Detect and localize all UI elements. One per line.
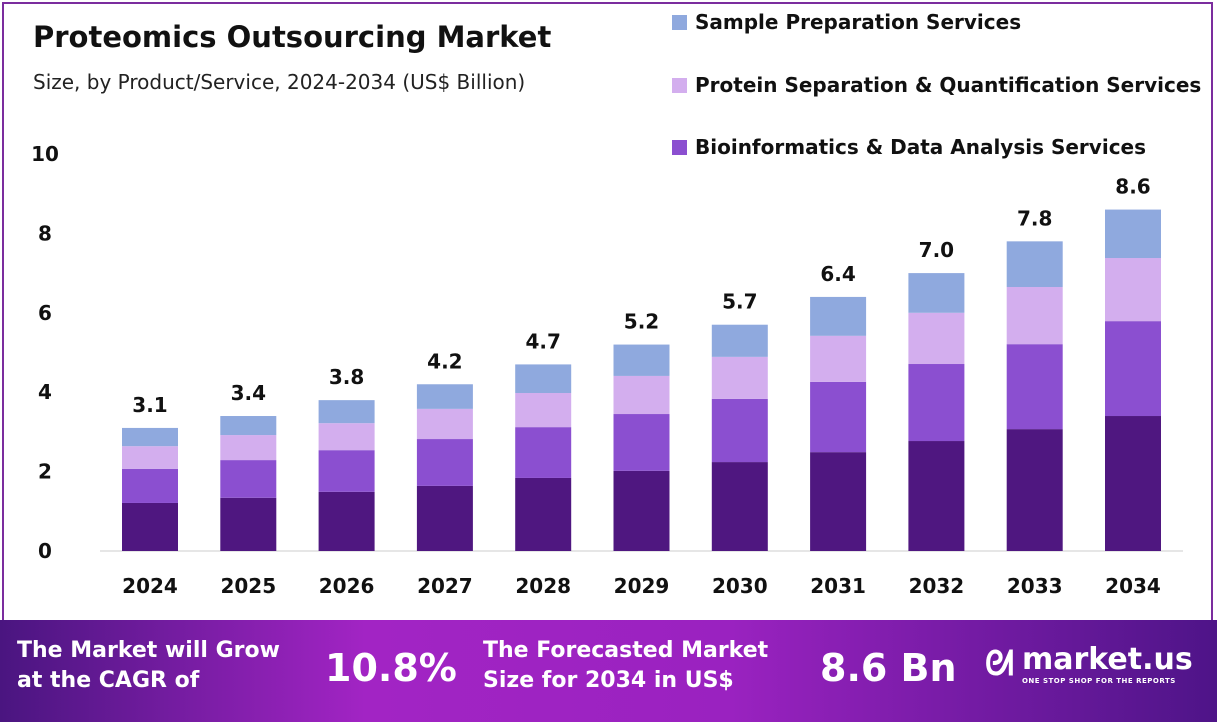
- bar-segment-2: [122, 446, 178, 469]
- logo-icon: ᘛ: [985, 643, 1014, 684]
- bar-segment-3: [711, 324, 768, 357]
- bar-segment-3: [1105, 209, 1161, 259]
- legend-item-sample-preparation: Sample Preparation Services: [672, 10, 1021, 34]
- legend-label: Bioinformatics & Data Analysis Services: [695, 135, 1147, 159]
- x-tick-label: 2034: [1105, 574, 1161, 598]
- bar-segment-3: [220, 416, 277, 436]
- bar-segment-3: [908, 273, 965, 313]
- bar-segment-0: [613, 470, 670, 551]
- x-tick-label: 2030: [712, 574, 768, 598]
- bar-segment-0: [810, 452, 867, 551]
- marketus-logo: ᘛ market.us ONE STOP SHOP FOR THE REPORTS: [985, 642, 1193, 685]
- cagr-value: 10.8%: [325, 646, 457, 690]
- bar-segment-2: [1105, 258, 1161, 322]
- y-tick-label: 10: [31, 142, 59, 166]
- chart-title: Proteomics Outsourcing Market: [33, 20, 552, 54]
- cagr-label: The Market will Grow at the CAGR of: [17, 638, 280, 693]
- x-tick-label: 2025: [220, 574, 276, 598]
- bar-segment-2: [515, 392, 572, 428]
- bar-segment-2: [318, 423, 375, 451]
- bar-segment-0: [1006, 429, 1063, 551]
- bar-segment-3: [318, 400, 375, 424]
- total-label: 5.2: [624, 310, 659, 334]
- legend-label: Protein Separation & Quantification Serv…: [695, 73, 1202, 97]
- total-label: 4.7: [525, 329, 560, 353]
- bar-segment-0: [220, 497, 277, 551]
- y-tick-label: 0: [38, 539, 52, 563]
- bar-segment-2: [220, 435, 277, 461]
- legend-label: Sample Preparation Services: [695, 10, 1022, 34]
- chart-subtitle: Size, by Product/Service, 2024-2034 (US$…: [33, 70, 526, 94]
- bar-segment-1: [810, 381, 867, 453]
- total-label: 5.7: [722, 290, 757, 314]
- bar-segment-3: [122, 427, 178, 447]
- x-tick-label: 2026: [319, 574, 375, 598]
- bar-segment-1: [1105, 321, 1161, 417]
- x-tick-label: 2024: [122, 574, 178, 598]
- bar-segment-2: [613, 375, 670, 415]
- bar-segment-2: [1006, 286, 1063, 345]
- bar-segment-3: [1006, 241, 1063, 287]
- bar-segment-0: [122, 502, 178, 551]
- y-tick-label: 4: [38, 380, 52, 404]
- x-tick-label: 2028: [515, 574, 571, 598]
- bar-segment-2: [908, 312, 965, 365]
- x-tick-label: 2032: [909, 574, 965, 598]
- bar-segment-2: [810, 335, 867, 382]
- bar-segment-2: [711, 356, 768, 399]
- total-label: 7.0: [919, 238, 954, 262]
- legend-item-bioinformatics: Bioinformatics & Data Analysis Services: [672, 135, 1146, 159]
- total-label: 7.8: [1017, 206, 1052, 230]
- y-tick-label: 8: [38, 221, 52, 245]
- bar-segment-1: [318, 450, 375, 492]
- total-label: 8.6: [1115, 175, 1150, 199]
- bar-segment-0: [416, 485, 473, 551]
- bar-segment-0: [318, 491, 375, 551]
- forecast-value: 8.6 Bn: [820, 646, 957, 690]
- bar-segment-1: [1006, 344, 1063, 430]
- summary-banner: The Market will Grow at the CAGR of 10.8%…: [0, 620, 1217, 722]
- bar-segment-1: [613, 414, 670, 471]
- chart-frame: [2, 2, 1213, 620]
- total-label: 3.8: [329, 365, 364, 389]
- legend-item-protein-separation: Protein Separation & Quantification Serv…: [672, 73, 1201, 97]
- x-tick-label: 2027: [417, 574, 473, 598]
- bar-segment-3: [810, 296, 867, 336]
- total-label: 3.1: [132, 393, 167, 417]
- y-tick-label: 6: [38, 301, 52, 325]
- bar-segment-1: [416, 439, 473, 486]
- bar-segment-1: [220, 460, 277, 498]
- x-tick-label: 2031: [810, 574, 866, 598]
- y-tick-label: 2: [38, 460, 52, 484]
- bar-segment-1: [711, 398, 768, 463]
- forecast-label: The Forecasted Market Size for 2034 in US…: [483, 638, 769, 693]
- total-label: 6.4: [820, 262, 855, 286]
- bar-segment-1: [515, 427, 572, 478]
- bar-chart: 0 2 4 6 8 10 3.1 2024 3.4 2025 3.8 2026 4.2 2027 4.7 20…: [31, 142, 1183, 598]
- bar-segment-3: [613, 344, 670, 376]
- bar-segment-1: [908, 364, 965, 442]
- total-label: 4.2: [427, 349, 462, 373]
- legend-swatch: [672, 14, 687, 30]
- bar-segment-0: [515, 477, 572, 551]
- legend-swatch: [672, 139, 687, 155]
- bar-segment-0: [908, 441, 965, 551]
- bar-segment-3: [515, 364, 572, 393]
- legend-swatch: [672, 77, 687, 93]
- x-tick-label: 2033: [1007, 574, 1063, 598]
- x-tick-label: 2029: [614, 574, 670, 598]
- bar-segment-0: [1105, 416, 1161, 551]
- total-label: 3.4: [231, 381, 266, 405]
- bar-segment-1: [122, 468, 178, 503]
- bar-segment-0: [711, 462, 768, 551]
- bar-segment-3: [416, 384, 473, 409]
- bar-segment-2: [416, 408, 473, 440]
